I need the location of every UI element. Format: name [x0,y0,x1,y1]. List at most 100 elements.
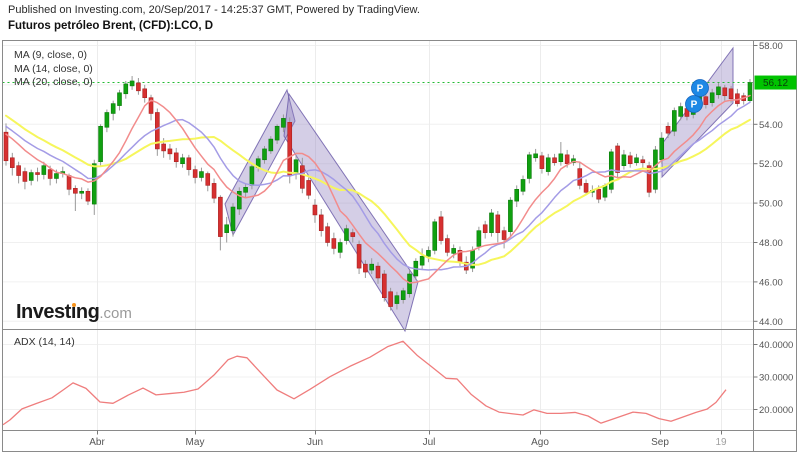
time-axis-label[interactable]: 19 [715,437,727,448]
candle-body [16,165,21,176]
candle-body [539,155,545,169]
candle-body [205,173,211,186]
candle-body [104,112,110,128]
candle-body [482,224,488,233]
candle-body [394,295,400,304]
candle-body [375,265,381,279]
candle-body [123,83,129,95]
adx-indicator-label[interactable]: ADX (14, 14) [14,336,75,348]
logo-suffix-text: .com [99,305,132,322]
adx-axis-label: 40.0000 [759,340,793,351]
candle-body [173,152,179,163]
candle-body [571,158,576,164]
candle-body [35,172,40,175]
candle-body [728,88,734,99]
price-axis-label: 54.00 [759,120,783,131]
candle-body [552,157,557,164]
candle-body [672,110,677,132]
candle-body [325,226,330,243]
candle-body [268,138,274,152]
candle-body [186,157,192,170]
candle-body [54,173,59,179]
candle-body [627,155,633,165]
candle-body [432,221,438,251]
candle-body [243,187,248,193]
position-marker-label: P [697,84,704,95]
ma-legend-item-20[interactable]: MA (20, close, 0) [14,76,93,88]
candle-body [665,125,671,134]
last-price-badge [754,75,797,90]
candle-body [489,212,494,233]
adx-axis-label: 30.0000 [759,373,793,384]
ma20-line [5,114,751,266]
candle-body [577,168,583,186]
candle-body [281,118,286,128]
rising-channel-september[interactable] [661,46,734,179]
candle-body [236,190,242,210]
candle-body [558,153,564,163]
candle-body [388,291,393,307]
candle-body [287,122,293,176]
time-axis-label[interactable]: Ago [531,437,549,448]
candle-body [28,172,34,181]
candle-body [110,103,116,114]
price-axis-label: 48.00 [759,238,783,249]
price-axis-label: 52.00 [759,159,783,170]
candle-body [722,87,728,97]
candle-body [161,143,166,152]
candle-body [129,80,135,87]
candle-body [363,263,368,273]
candle-body [382,273,387,298]
candle-body [337,242,343,253]
ma-legend-item-14[interactable]: MA (14, close, 0) [14,62,93,75]
candle-body [640,159,646,164]
candle-body [495,214,501,233]
time-axis-label[interactable]: Jun [307,437,323,448]
time-axis-label[interactable]: May [186,437,205,448]
candle-body [646,165,652,193]
time-axis-label[interactable]: Abr [89,437,105,448]
price-axis-label: 58.00 [759,41,783,52]
candle-body [419,255,425,266]
candle-body [747,82,753,101]
candle-body [73,188,78,194]
candle-body [136,82,141,92]
candle-body [716,86,721,96]
position-marker[interactable] [691,79,709,97]
candle-body [703,96,709,105]
candle-body [533,153,538,159]
candle-body [583,183,589,193]
position-marker-label: P [691,100,698,111]
candle-body [274,125,280,141]
price-axis-label: 46.00 [759,277,783,288]
candle-body [678,106,683,117]
candle-body [293,159,299,174]
candle-body [91,163,97,205]
candle-body [22,171,28,182]
candle-body [400,290,406,300]
candle-body [148,97,154,114]
last-price-badge-label: 56.12 [763,78,788,89]
candle-body [438,216,444,241]
ma-legend-item-9[interactable]: MA (9, close, 0) [14,49,87,61]
candle-body [142,88,148,99]
candle-body [47,169,53,179]
candle-body [180,157,185,164]
candle-body [199,171,204,178]
candle-body [369,263,374,271]
candle-body [66,175,72,190]
time-axis-label[interactable]: Jul [423,437,436,448]
candle-body [451,248,456,254]
candle-body [262,148,267,161]
position-marker[interactable] [685,95,703,113]
candle-body [545,157,551,172]
time-axis-label[interactable]: Sep [651,437,669,448]
candle-body [659,137,665,161]
candle-body [476,230,482,247]
candle-body [634,157,639,164]
candle-body [445,238,450,253]
candle-body [596,189,601,200]
adx-axis-label: 20.0000 [759,405,793,416]
candle-body [224,224,229,233]
